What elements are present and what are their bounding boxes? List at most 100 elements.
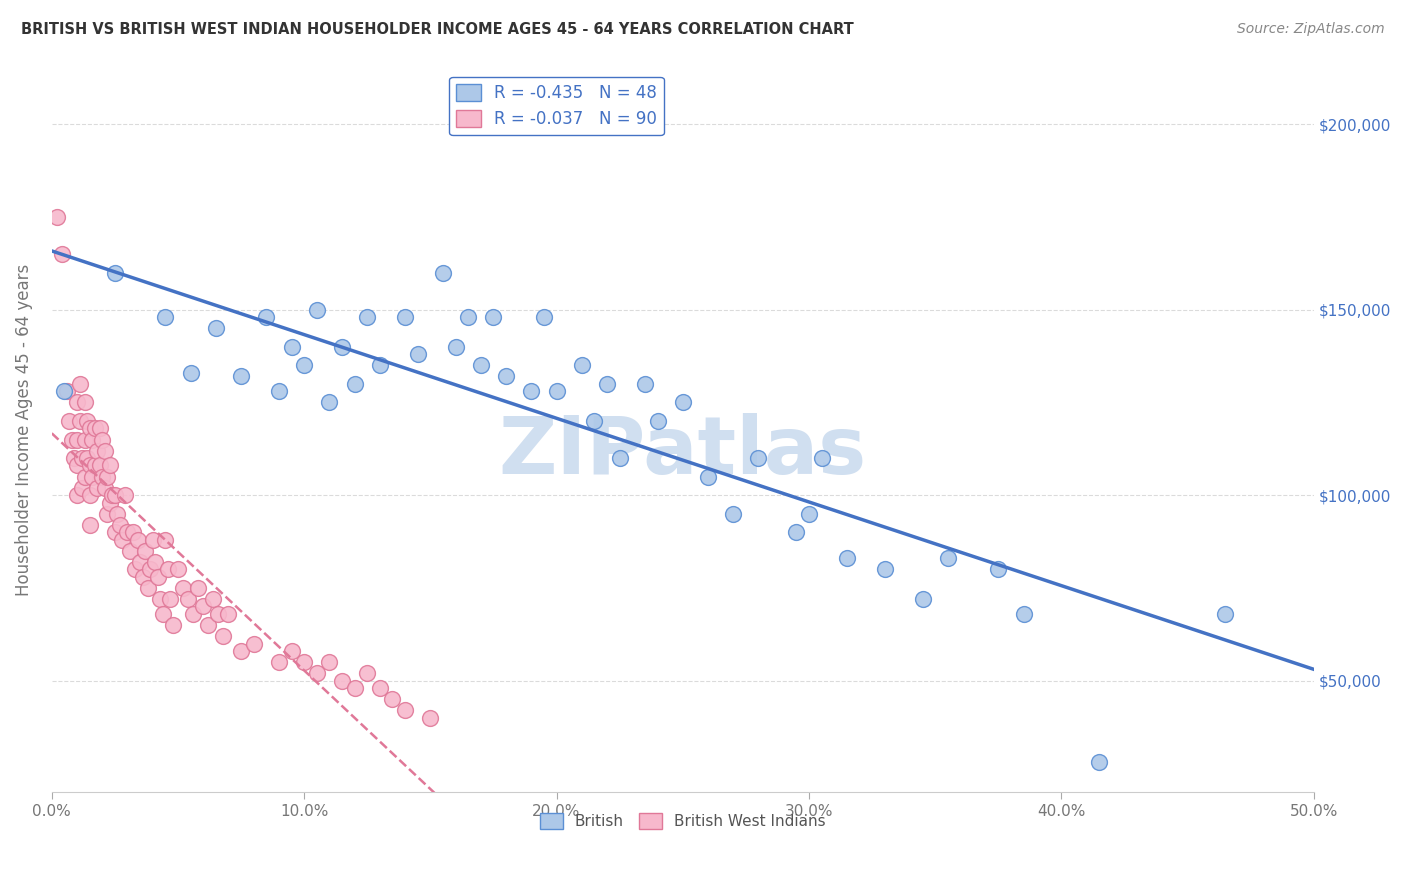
Point — [114, 488, 136, 502]
Point — [634, 376, 657, 391]
Point — [146, 570, 169, 584]
Point — [83, 458, 105, 473]
Point — [457, 310, 479, 324]
Point — [127, 533, 149, 547]
Point — [121, 525, 143, 540]
Point — [747, 451, 769, 466]
Point — [207, 607, 229, 621]
Point — [76, 414, 98, 428]
Point — [873, 562, 896, 576]
Point — [533, 310, 555, 324]
Point — [229, 644, 252, 658]
Point — [96, 507, 118, 521]
Point — [98, 495, 121, 509]
Point — [197, 618, 219, 632]
Point — [139, 562, 162, 576]
Point — [104, 525, 127, 540]
Point — [187, 581, 209, 595]
Text: Source: ZipAtlas.com: Source: ZipAtlas.com — [1237, 22, 1385, 37]
Point — [89, 458, 111, 473]
Point — [212, 629, 235, 643]
Point — [936, 551, 959, 566]
Point — [82, 469, 104, 483]
Point — [94, 481, 117, 495]
Point — [343, 376, 366, 391]
Point — [202, 592, 225, 607]
Point — [810, 451, 832, 466]
Point — [167, 562, 190, 576]
Point — [79, 458, 101, 473]
Point — [101, 488, 124, 502]
Point — [45, 210, 67, 224]
Point — [381, 692, 404, 706]
Point — [104, 266, 127, 280]
Point — [104, 488, 127, 502]
Point — [60, 433, 83, 447]
Point — [723, 507, 745, 521]
Point — [318, 655, 340, 669]
Point — [108, 517, 131, 532]
Point — [152, 607, 174, 621]
Point — [118, 544, 141, 558]
Point — [58, 414, 80, 428]
Point — [94, 443, 117, 458]
Point — [79, 488, 101, 502]
Point — [117, 525, 139, 540]
Point — [356, 310, 378, 324]
Point — [444, 340, 467, 354]
Y-axis label: Householder Income Ages 45 - 64 years: Householder Income Ages 45 - 64 years — [15, 264, 32, 597]
Point — [70, 451, 93, 466]
Point — [134, 544, 156, 558]
Point — [96, 469, 118, 483]
Point — [470, 359, 492, 373]
Point — [73, 469, 96, 483]
Point — [343, 681, 366, 695]
Point — [162, 618, 184, 632]
Point — [66, 458, 89, 473]
Point — [1215, 607, 1237, 621]
Point — [356, 666, 378, 681]
Point — [156, 562, 179, 576]
Point — [292, 359, 315, 373]
Point — [520, 384, 543, 399]
Point — [432, 266, 454, 280]
Point — [131, 570, 153, 584]
Point — [394, 703, 416, 717]
Point — [911, 592, 934, 607]
Point — [63, 451, 86, 466]
Point — [835, 551, 858, 566]
Point — [987, 562, 1010, 576]
Point — [180, 366, 202, 380]
Point — [142, 533, 165, 547]
Text: ZIPatlas: ZIPatlas — [499, 413, 868, 491]
Point — [797, 507, 820, 521]
Point — [89, 421, 111, 435]
Point — [69, 376, 91, 391]
Point — [217, 607, 239, 621]
Point — [159, 592, 181, 607]
Point — [368, 681, 391, 695]
Point — [79, 517, 101, 532]
Point — [330, 673, 353, 688]
Point — [66, 488, 89, 502]
Point — [280, 644, 302, 658]
Point — [697, 469, 720, 483]
Point — [66, 395, 89, 409]
Point — [70, 481, 93, 495]
Point — [86, 481, 108, 495]
Point — [419, 711, 441, 725]
Point — [609, 451, 631, 466]
Point — [647, 414, 669, 428]
Point — [583, 414, 606, 428]
Point — [82, 433, 104, 447]
Point — [91, 469, 114, 483]
Point — [229, 369, 252, 384]
Point — [482, 310, 505, 324]
Point — [571, 359, 593, 373]
Point — [292, 655, 315, 669]
Point — [66, 433, 89, 447]
Point — [1012, 607, 1035, 621]
Point — [105, 507, 128, 521]
Point — [318, 395, 340, 409]
Point — [98, 458, 121, 473]
